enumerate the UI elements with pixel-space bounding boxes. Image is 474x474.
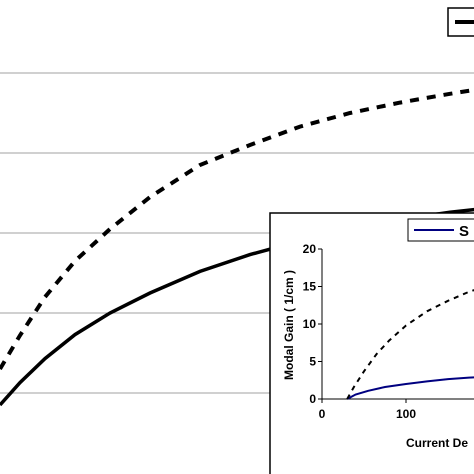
inset-x-axis-label: Current De [406,436,468,450]
inset-series-dashed-line [346,289,474,400]
inset-y-tick-label: 20 [303,242,317,256]
inset-frame [269,212,474,474]
inset-x-tick-label: 100 [396,407,416,421]
inset-y-tick-label: 10 [303,317,317,331]
inset-y-axis-label: Modal Gain ( 1/cm ) [282,270,296,380]
inset-y-tick-label: 5 [309,355,316,369]
main-series-dashed-line [0,87,474,371]
inset-y-tick-label: 0 [309,392,316,406]
inset-series-solid-line [346,376,474,400]
main-legend-box [447,7,474,37]
inset-legend-box: S [407,218,474,242]
inset-x-tick-label: 0 [319,407,326,421]
inset-legend-label: S [459,223,469,240]
inset-series-group [346,289,474,400]
inset-y-tick-label: 15 [303,280,317,294]
inset-chart: 0 5 10 15 20 0 100 Modal Gain ( 1/cm ) Current… [269,212,474,474]
